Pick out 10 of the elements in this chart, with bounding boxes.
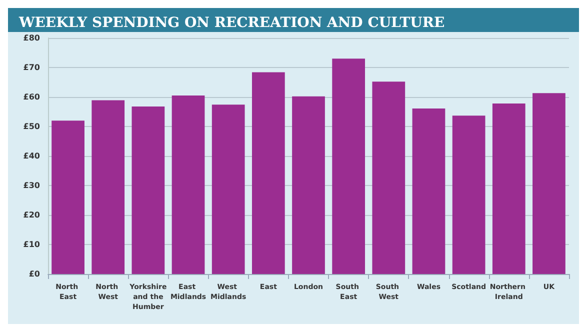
y-tick-label: £20 [23, 210, 40, 220]
y-tick-label: £50 [23, 122, 40, 131]
y-tick-label: £80 [23, 34, 40, 42]
y-tick-label: £0 [28, 270, 40, 278]
y-tick-label: £10 [23, 240, 40, 249]
y-tick-label: £30 [23, 181, 40, 190]
y-tick-label: £40 [23, 152, 40, 160]
y-tick-label: £60 [23, 92, 40, 102]
y-tick-label: £70 [23, 63, 40, 72]
chart-title: WEEKLY SPENDING ON RECREATION AND CULTURE [18, 15, 445, 31]
